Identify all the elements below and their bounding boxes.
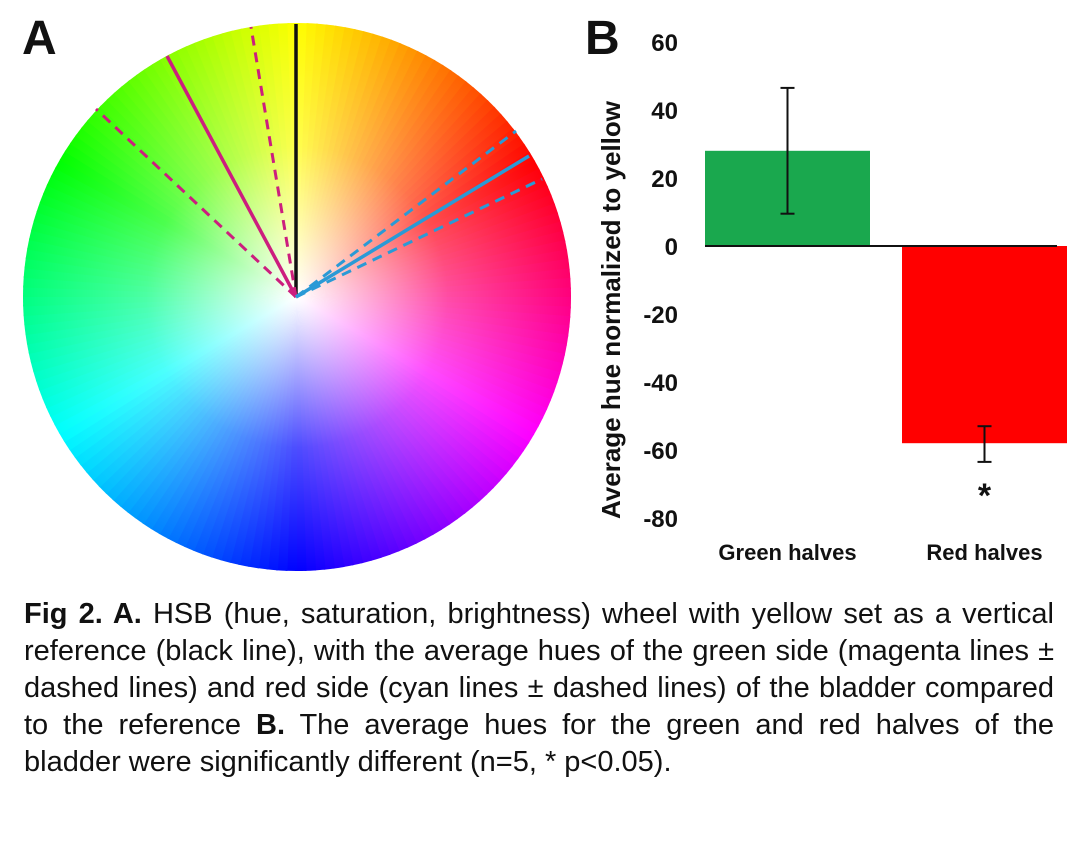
y-tick-label: -80 bbox=[643, 506, 678, 533]
x-category-label: Green halves bbox=[718, 540, 856, 565]
green-side-mean-line bbox=[165, 55, 298, 298]
y-tick-label: -40 bbox=[643, 370, 678, 397]
red-side-dashed-line-1 bbox=[295, 129, 517, 299]
y-tick-label: 40 bbox=[651, 98, 678, 125]
y-tick-label: 0 bbox=[665, 234, 678, 261]
figure-caption: Fig 2. A. HSB (hue, saturation, brightne… bbox=[24, 596, 1054, 781]
y-tick-label: -60 bbox=[643, 438, 678, 465]
green-side-dashed-line-1 bbox=[249, 26, 298, 298]
y-tick-label: 60 bbox=[651, 30, 678, 57]
caption-fig-label: Fig 2. A. bbox=[24, 598, 142, 630]
green-side-dashed-line-2 bbox=[94, 107, 298, 299]
caption-part-b: The average hues for the green and red h… bbox=[24, 709, 1055, 778]
panel-b-label: B bbox=[585, 12, 620, 65]
panel-a-label: A bbox=[22, 12, 57, 65]
figure: A B Average hue normalized to yellow 60 4… bbox=[22, 12, 1067, 571]
x-category-label: Red halves bbox=[926, 540, 1042, 565]
y-tick-label: -20 bbox=[643, 302, 678, 329]
y-axis-label: Average hue normalized to yellow bbox=[596, 100, 626, 519]
hsb-color-wheel bbox=[22, 23, 571, 571]
y-tick-label: 20 bbox=[651, 166, 678, 193]
caption-part-a: HSB (hue, saturation, brightness) wheel … bbox=[24, 598, 1054, 741]
bar-red-halves bbox=[902, 246, 1067, 444]
caption-b-label: B. bbox=[256, 709, 285, 741]
significance-marker: * bbox=[978, 477, 992, 515]
red-side-mean-line bbox=[295, 154, 530, 299]
bar-chart: Average hue normalized to yellow 60 40 20 0… bbox=[596, 30, 1067, 565]
red-side-dashed-line-2 bbox=[295, 177, 543, 299]
